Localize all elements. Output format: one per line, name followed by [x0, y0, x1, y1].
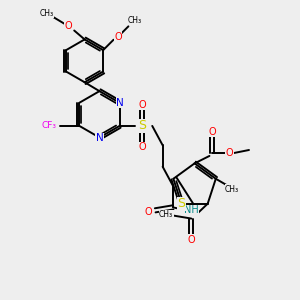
Text: CH₃: CH₃	[159, 211, 173, 220]
Text: O: O	[188, 235, 195, 245]
Text: O: O	[145, 206, 152, 217]
Text: CH₃: CH₃	[40, 9, 54, 18]
Text: O: O	[138, 142, 146, 152]
Text: O: O	[114, 32, 122, 42]
Text: CF₃: CF₃	[42, 121, 57, 130]
Text: O: O	[64, 21, 72, 31]
Text: N: N	[96, 133, 103, 143]
Text: NH: NH	[184, 205, 199, 215]
Text: O: O	[226, 148, 233, 158]
Text: S: S	[138, 119, 146, 132]
Text: N: N	[116, 98, 124, 108]
Text: S: S	[178, 197, 185, 210]
Text: CH₃: CH₃	[225, 185, 239, 194]
Text: O: O	[208, 127, 216, 136]
Text: O: O	[138, 100, 146, 110]
Text: CH₃: CH₃	[127, 16, 141, 25]
